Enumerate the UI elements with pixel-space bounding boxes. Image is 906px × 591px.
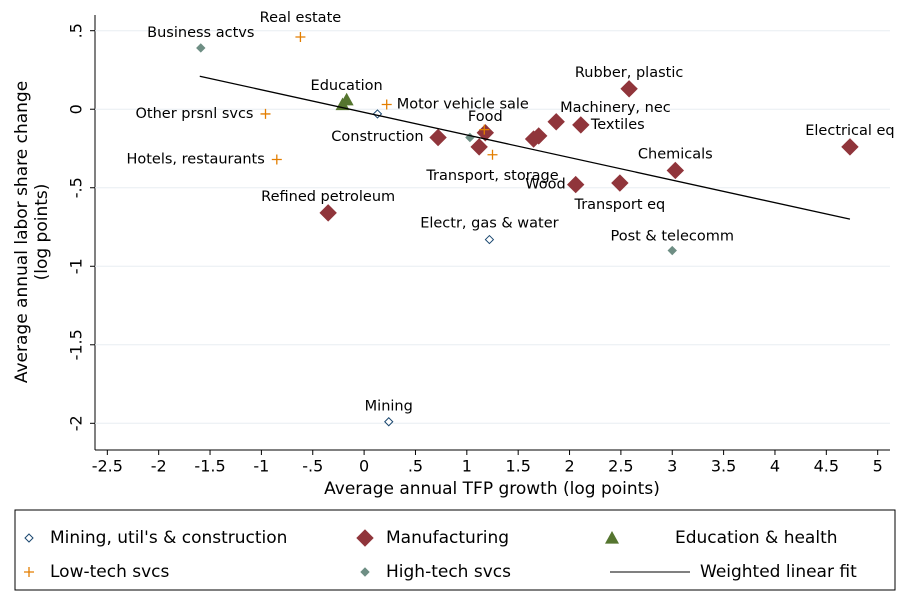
marker [470,138,488,156]
point-label: Chemicals [638,146,713,162]
marker [611,174,629,192]
marker [429,128,447,147]
marker [547,113,565,131]
y-axis-title: Average annual labor share change [12,81,32,383]
marker [487,149,498,160]
x-tick-label: 4.5 [814,457,839,476]
marker [841,138,859,156]
point-label: Food [468,109,503,125]
marker [566,175,585,194]
marker [196,43,206,53]
point-label: Business actvs [147,25,254,41]
marker [620,80,638,98]
marker [372,109,383,119]
x-tick-label: -1 [253,457,269,476]
marker [572,116,590,134]
marker [530,127,548,145]
marker [381,99,392,110]
x-tick-label: -2.5 [92,457,123,476]
y-tick-label: -1.5 [67,329,86,360]
marker [666,161,685,180]
point-label: Post & telecomm [610,229,734,245]
point-label: Electr, gas & water [420,216,558,232]
x-tick-label: 5 [873,457,883,476]
legend-label: Manufacturing [386,528,509,548]
x-tick-label: -1.5 [194,457,225,476]
legend-label: Low-tech svcs [50,562,170,582]
point-label: Machinery, nec [560,100,671,116]
point-label: Transport, storage [425,168,558,184]
legend-label: Mining, util's & construction [50,528,287,548]
marker [271,154,282,165]
y-tick-label: -.5 [67,177,86,198]
x-tick-label: .5 [408,457,423,476]
x-tick-label: 3 [667,457,677,476]
x-tick-label: 1 [462,457,472,476]
x-tick-label: 3.5 [711,457,736,476]
marker [605,531,619,544]
marker [319,204,337,222]
x-tick-label: 1.5 [505,457,530,476]
point-label: Real estate [260,10,342,26]
marker [24,567,34,577]
point-label: Mining [365,399,413,415]
marker [479,124,490,135]
point-label: Rubber, plastic [575,65,684,81]
marker [384,417,394,427]
marker [360,567,370,577]
point-label: Construction [331,129,423,145]
point-label: Wood [525,177,565,193]
x-tick-label: 2 [564,457,574,476]
x-tick-label: -.5 [302,457,323,476]
point-label: Motor vehicle sale [397,97,529,113]
point-label: Electrical eq [805,123,894,139]
point-label: Education [311,78,383,94]
marker [260,108,271,119]
marker [667,245,677,256]
x-axis-title: Average annual TFP growth (log points) [324,479,660,499]
point-label: Refined petroleum [261,189,395,205]
point-label: Textiles [590,117,645,133]
y-tick-label: 0 [67,104,86,114]
point-label: Other prsnl svcs [136,106,254,122]
marker [295,31,306,42]
x-tick-label: -2 [151,457,167,476]
x-tick-label: 0 [359,457,369,476]
legend-label: High-tech svcs [386,562,511,582]
y-tick-label: .5 [67,23,86,38]
y-axis-title: (log points) [32,184,52,281]
x-tick-label: 4 [770,457,780,476]
legend-box [14,509,896,591]
marker [24,533,34,543]
y-tick-label: -1 [67,258,86,274]
point-label: Hotels, restaurants [126,151,264,167]
marker [356,529,374,547]
y-tick-label: -2 [67,415,86,431]
x-tick-label: 2.5 [608,457,633,476]
point-label: Transport eq [573,197,665,213]
marker [484,234,495,245]
legend-label: Education & health [675,528,838,548]
legend-label: Weighted linear fit [700,562,857,582]
fit-line [199,75,851,220]
